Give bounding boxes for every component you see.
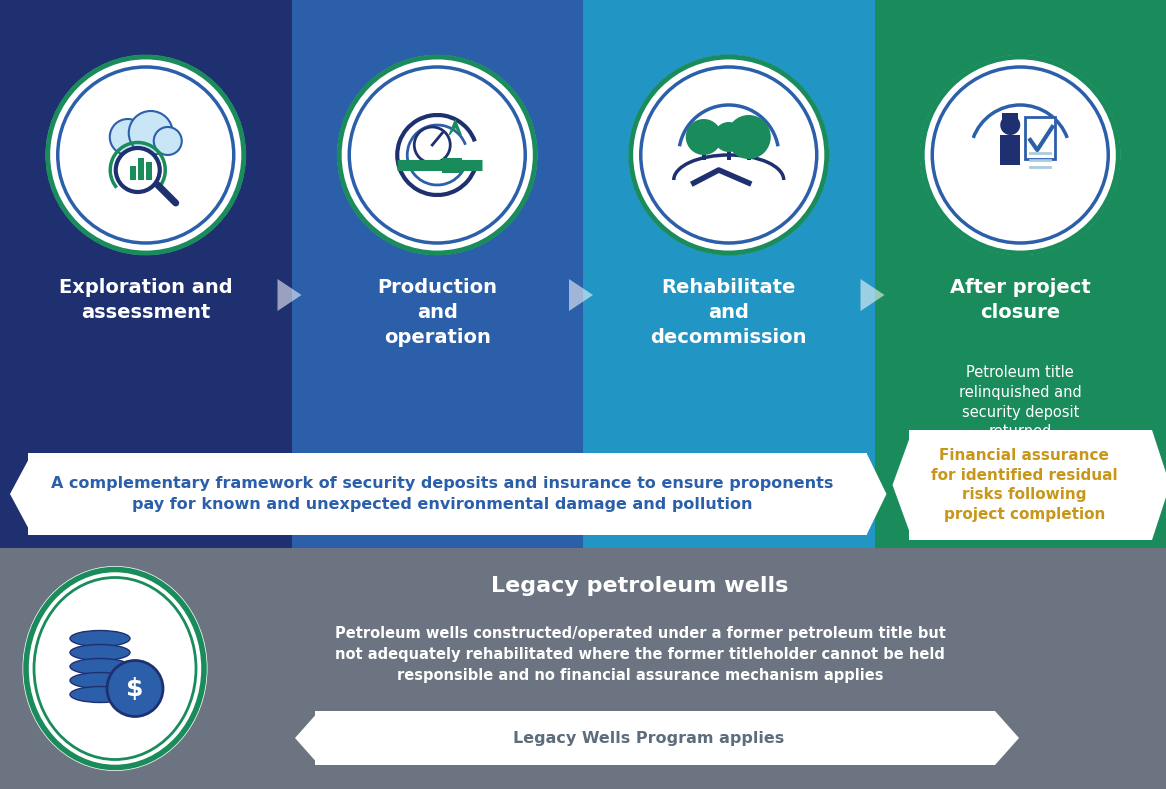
- Circle shape: [115, 148, 160, 192]
- Circle shape: [414, 127, 450, 163]
- Circle shape: [1000, 115, 1020, 135]
- Bar: [1000, 135, 1020, 165]
- Bar: [146, 162, 152, 180]
- Circle shape: [920, 55, 1121, 255]
- Circle shape: [714, 122, 744, 152]
- Bar: [1003, 113, 1018, 119]
- Circle shape: [686, 119, 722, 155]
- Polygon shape: [892, 430, 913, 540]
- Bar: [315, 711, 995, 765]
- Bar: [292, 0, 583, 548]
- Polygon shape: [995, 711, 1019, 765]
- Text: Legacy petroleum wells: Legacy petroleum wells: [491, 576, 788, 596]
- Polygon shape: [295, 711, 319, 765]
- Ellipse shape: [70, 686, 129, 702]
- Polygon shape: [449, 120, 462, 135]
- Text: $: $: [126, 676, 143, 701]
- Bar: [583, 540, 874, 548]
- Circle shape: [726, 115, 771, 159]
- Ellipse shape: [70, 630, 129, 646]
- Text: Petroleum title
relinquished and
security deposit
returned: Petroleum title relinquished and securit…: [958, 365, 1082, 439]
- Bar: [129, 166, 135, 180]
- Bar: [28, 453, 866, 535]
- Bar: [583, 0, 874, 548]
- Ellipse shape: [70, 645, 129, 660]
- Polygon shape: [866, 453, 886, 535]
- Ellipse shape: [70, 659, 129, 675]
- Text: Financial assurance
for identified residual
risks following
project completion: Financial assurance for identified resid…: [930, 448, 1117, 522]
- Bar: [1025, 117, 1055, 159]
- Bar: [726, 145, 731, 160]
- Polygon shape: [10, 453, 31, 535]
- Circle shape: [110, 119, 146, 155]
- Text: Rehabilitate
and
decommission: Rehabilitate and decommission: [651, 278, 807, 347]
- Polygon shape: [1152, 430, 1166, 540]
- Bar: [442, 158, 462, 173]
- Bar: [138, 158, 143, 180]
- Bar: [874, 0, 1166, 548]
- Polygon shape: [569, 279, 593, 311]
- Circle shape: [337, 55, 538, 255]
- Circle shape: [107, 660, 163, 716]
- Text: After project
closure: After project closure: [950, 278, 1090, 322]
- Text: Production
and
operation: Production and operation: [378, 278, 497, 347]
- Bar: [746, 145, 751, 160]
- Circle shape: [45, 55, 246, 255]
- Polygon shape: [861, 279, 885, 311]
- Ellipse shape: [22, 566, 208, 771]
- Ellipse shape: [70, 672, 129, 689]
- Bar: [0, 548, 1166, 789]
- Text: Exploration and
assessment: Exploration and assessment: [59, 278, 232, 322]
- Text: A complementary framework of security deposits and insurance to ensure proponent: A complementary framework of security de…: [51, 476, 834, 512]
- Circle shape: [628, 55, 829, 255]
- Bar: [292, 540, 583, 548]
- Bar: [874, 540, 1166, 548]
- Bar: [908, 430, 1152, 540]
- Bar: [0, 0, 292, 548]
- Polygon shape: [278, 279, 302, 311]
- Bar: [702, 145, 705, 160]
- Circle shape: [128, 111, 173, 155]
- Text: Legacy Wells Program applies: Legacy Wells Program applies: [513, 731, 785, 746]
- Bar: [0, 540, 292, 548]
- Circle shape: [154, 127, 182, 155]
- Text: Petroleum wells constructed/operated under a former petroleum title but
not adeq: Petroleum wells constructed/operated und…: [335, 626, 946, 683]
